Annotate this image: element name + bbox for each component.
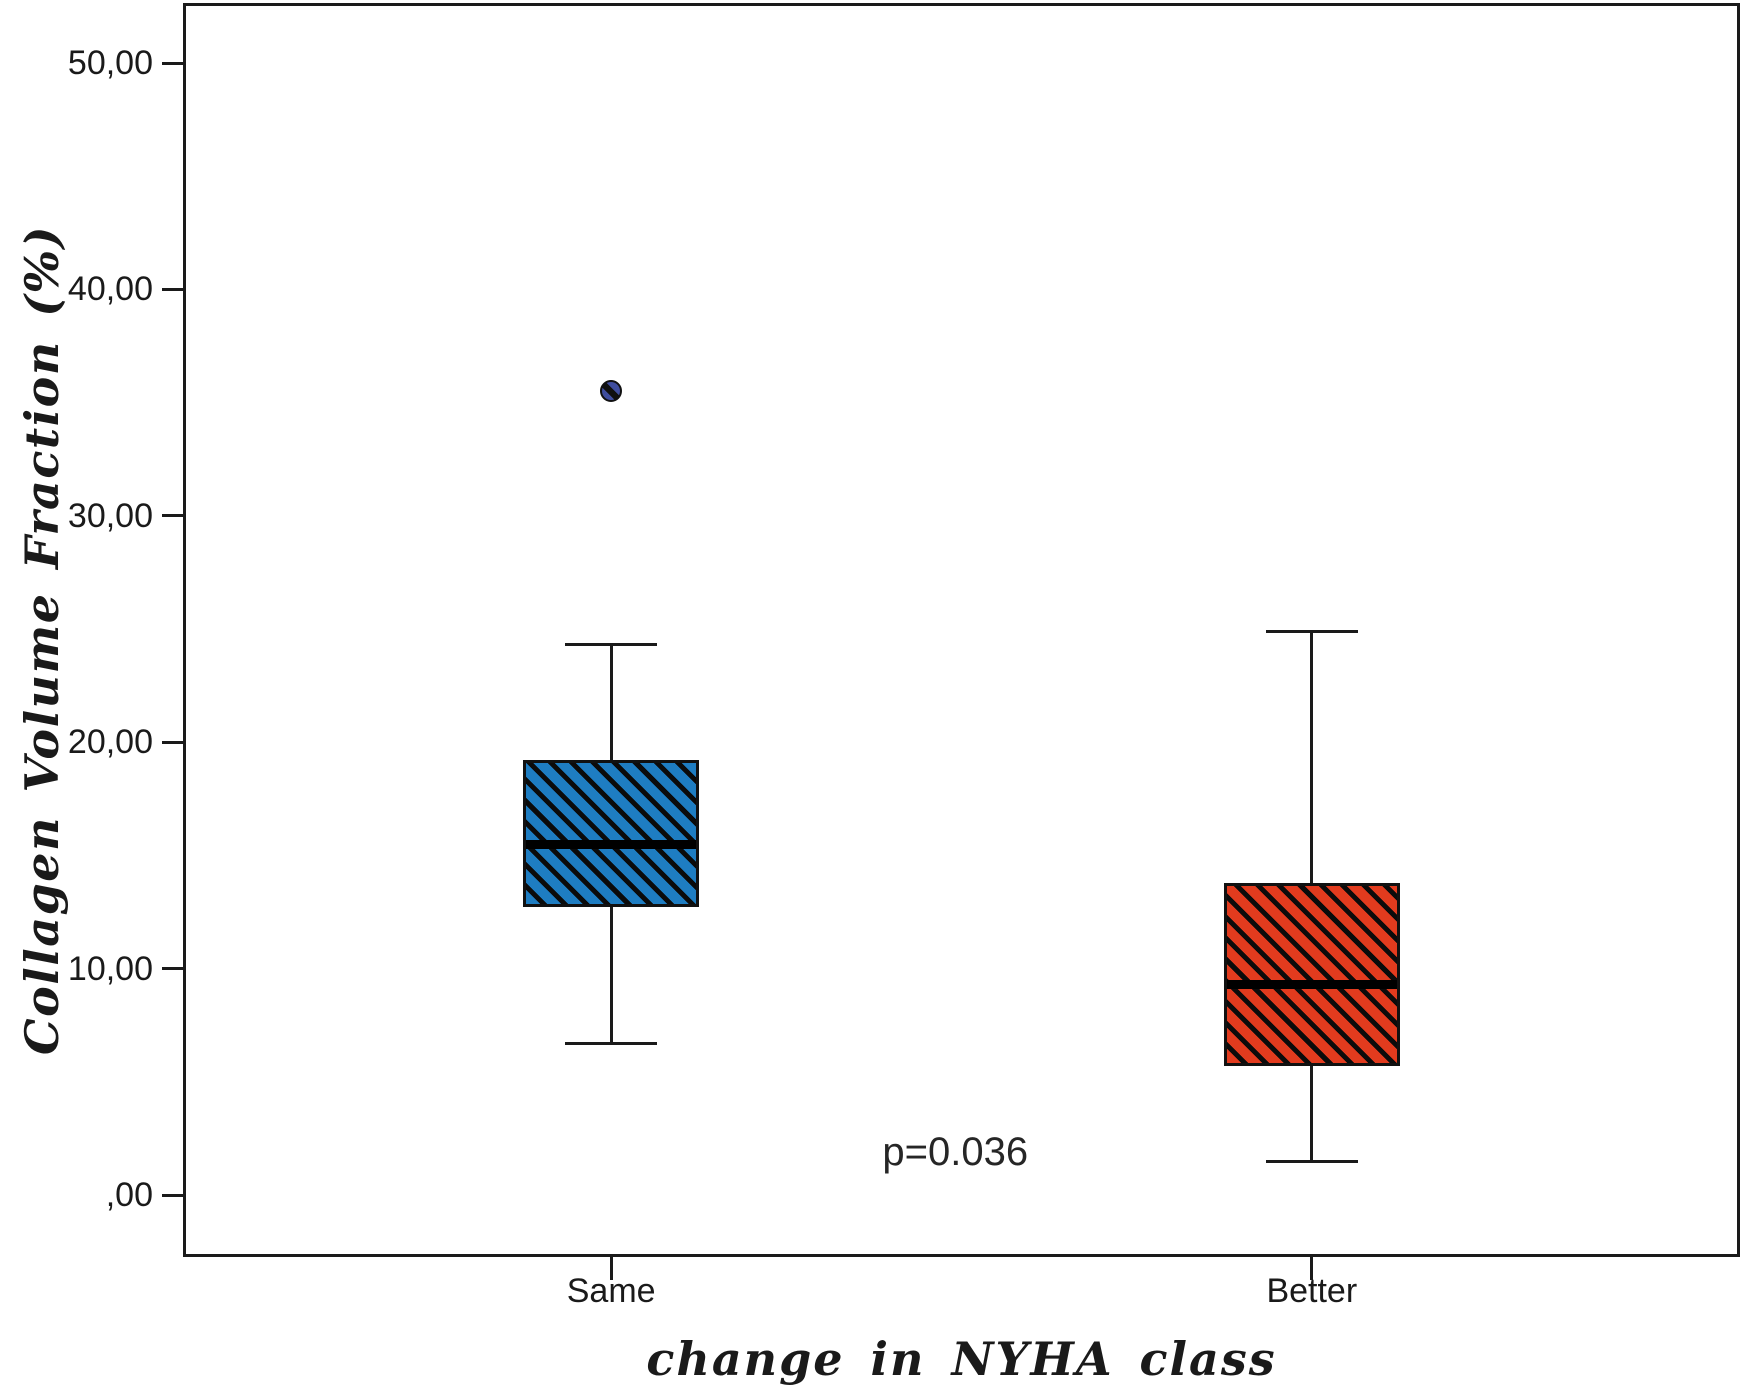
y-tick-mark xyxy=(162,287,183,291)
plot-area: p=0.036 xyxy=(183,3,1740,1257)
whisker-cap-upper xyxy=(1265,629,1358,633)
x-category-label: Better xyxy=(1266,1272,1358,1310)
y-tick-mark xyxy=(162,740,183,744)
y-tick-label: 20,00 xyxy=(67,723,153,762)
p-value-annotation: p=0.036 xyxy=(882,1129,1029,1174)
x-tick-mark xyxy=(1310,1257,1314,1280)
y-tick-label: 10,00 xyxy=(67,949,153,988)
median-line xyxy=(1226,979,1397,989)
y-tick-label: ,00 xyxy=(105,1176,153,1214)
y-tick-label: 40,00 xyxy=(67,270,153,309)
x-axis-title: change in NYHA class xyxy=(646,1332,1277,1386)
y-tick-mark xyxy=(162,61,183,65)
median-line xyxy=(526,839,697,849)
y-axis-title: Collagen Volume Fraction (%) xyxy=(15,225,69,1055)
outlier-point xyxy=(600,380,623,403)
y-tick-mark xyxy=(162,514,183,518)
x-category-label: Same xyxy=(566,1272,656,1310)
box-same xyxy=(523,760,700,908)
x-tick-mark xyxy=(609,1257,613,1280)
whisker-cap-upper xyxy=(565,643,658,647)
y-tick-label: 50,00 xyxy=(67,44,153,82)
y-tick-mark xyxy=(162,967,183,971)
whisker-cap-lower xyxy=(1265,1159,1358,1163)
y-tick-mark xyxy=(162,1193,183,1197)
box-better xyxy=(1223,882,1400,1066)
y-tick-label: 30,00 xyxy=(67,496,153,535)
whisker-cap-lower xyxy=(565,1041,658,1045)
